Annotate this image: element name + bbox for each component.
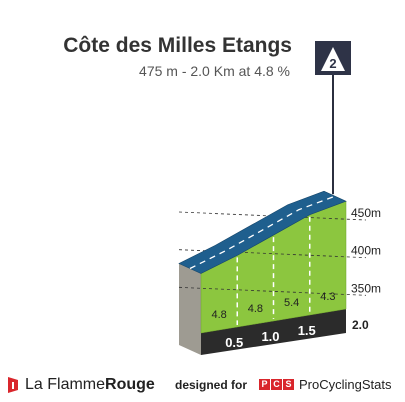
altitude-gridline	[178, 211, 367, 221]
profile-base-band	[201, 309, 346, 355]
flame-flag-icon	[8, 377, 18, 393]
brand-bold-text: Rouge	[105, 376, 155, 393]
pcs-letter-s: S	[283, 379, 294, 390]
distance-tick-label: 2.0	[352, 318, 369, 332]
la-flamme-rouge-logo: La FlammeRouge	[6, 374, 155, 396]
profile-side-face	[179, 263, 201, 355]
road-centre-line	[189, 195, 336, 270]
climb-subtitle: 475 m - 2.0 Km at 4.8 %	[139, 63, 290, 79]
brand-main-text: La Flamme	[25, 376, 106, 393]
segment-gradient-label: 5.4	[284, 297, 299, 309]
climb-title: Côte des Milles Etangs	[63, 34, 292, 57]
segment-gradient-label: 4.8	[248, 303, 263, 315]
elevation-profile-chart: 350m 400m 450m 4.8 4.8 5.4 4.3 0.5 1.0 1.5 2.0 2	[178, 41, 381, 355]
designed-for-text: designed for	[175, 378, 248, 392]
distance-tick-label: 0.5	[225, 335, 243, 350]
altitude-tick-label: 350m	[351, 281, 381, 295]
mountain-icon	[321, 47, 345, 71]
pcs-letter-p: P	[259, 379, 270, 390]
pcs-letter-c: C	[271, 379, 282, 390]
distance-tick-label: 1.0	[261, 329, 279, 344]
segment-gradient-label: 4.8	[211, 309, 226, 321]
procyclingstats-name: ProCyclingStats	[299, 377, 392, 392]
altitude-gridline	[178, 286, 367, 296]
segment-gradient-label: 4.3	[320, 291, 335, 303]
distance-tick-label: 1.5	[298, 323, 316, 338]
climb-category-label: 2	[329, 56, 336, 71]
altitude-tick-label: 400m	[351, 244, 381, 258]
altitude-tick-label: 450m	[351, 206, 381, 220]
